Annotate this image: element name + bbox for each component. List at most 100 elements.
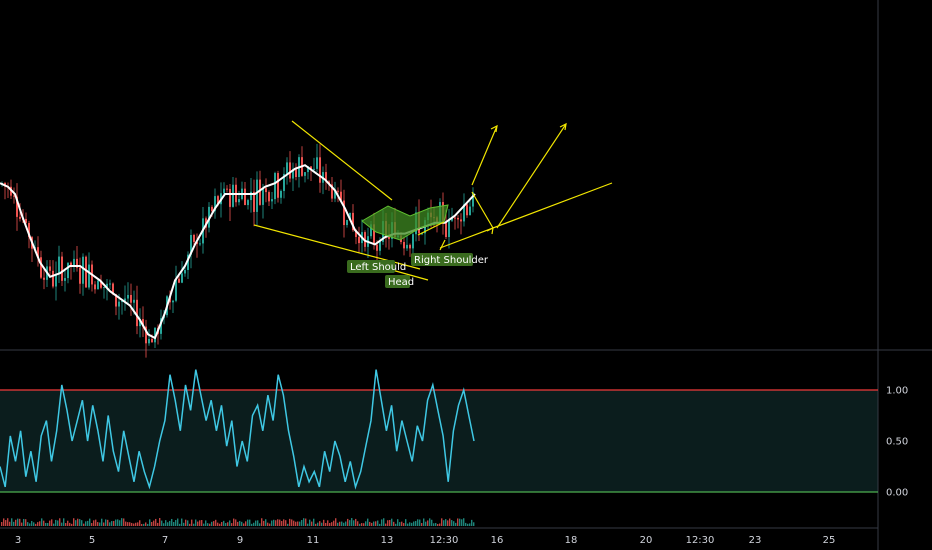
x-tick-label: 13 <box>381 535 394 546</box>
volume-bar <box>271 520 273 526</box>
volume-bar <box>309 519 311 526</box>
volume-bar <box>409 522 411 526</box>
candle-body <box>70 262 72 266</box>
volume-bar <box>423 518 425 526</box>
volume-bar <box>147 523 149 526</box>
candle-body <box>145 326 147 344</box>
candle-body <box>310 166 312 170</box>
candle-body <box>106 283 108 288</box>
volume-bar <box>411 522 413 526</box>
candle-body <box>421 233 423 235</box>
candle-body <box>448 220 450 238</box>
candle-body <box>73 258 75 266</box>
volume-bar <box>407 523 409 526</box>
candle-body <box>160 318 162 334</box>
candle-body <box>190 235 192 255</box>
volume-bar <box>417 519 419 526</box>
volume-bar <box>51 519 53 526</box>
annotation-badge <box>385 275 410 288</box>
volume-bar <box>93 520 95 526</box>
candle-body <box>406 244 408 249</box>
candle-body <box>247 200 249 206</box>
candle-body <box>223 188 225 194</box>
volume-bar <box>135 522 137 526</box>
candle-body <box>133 299 135 303</box>
volume-bar <box>117 519 119 526</box>
volume-bar <box>255 520 257 526</box>
volume-bar <box>349 520 351 526</box>
volume-bar <box>393 521 395 526</box>
volume-bar <box>61 522 63 526</box>
volume-bar <box>261 518 263 526</box>
volume-bar <box>439 523 441 526</box>
trendline[interactable] <box>496 123 567 229</box>
candle-body <box>40 257 42 278</box>
candle-body <box>94 284 96 290</box>
volume-bar <box>11 518 13 526</box>
volume-bar <box>169 520 171 526</box>
volume-bar <box>395 523 397 526</box>
volume-bar <box>1 522 3 526</box>
candle-body <box>16 196 18 217</box>
volume-bar <box>351 518 353 526</box>
candle-body <box>55 273 57 287</box>
volume-bar <box>209 523 211 526</box>
volume-bar <box>419 519 421 526</box>
candle-body <box>316 157 318 169</box>
candle-body <box>334 190 336 199</box>
volume-bar <box>219 523 221 526</box>
oscillator-band <box>0 390 878 492</box>
trendline[interactable] <box>439 182 613 249</box>
volume-bar <box>327 520 329 526</box>
x-tick-label: 11 <box>307 535 320 546</box>
volume-bar <box>77 518 79 526</box>
trendline[interactable] <box>471 191 494 229</box>
volume-bar <box>21 522 23 526</box>
volume-bar <box>289 518 291 526</box>
volume-bar <box>427 520 429 526</box>
volume-bar <box>361 523 363 526</box>
volume-bar <box>17 518 19 526</box>
volume-bar <box>43 520 45 526</box>
candle-body <box>445 221 447 238</box>
volume-bar <box>225 523 227 526</box>
volume-bar <box>323 519 325 526</box>
volume-bar <box>155 518 157 526</box>
trendline[interactable] <box>391 269 429 281</box>
volume-bar <box>365 521 367 526</box>
candle-body <box>256 179 258 212</box>
candle-body <box>454 217 456 219</box>
volume-bar <box>357 521 359 526</box>
trendline[interactable] <box>291 120 393 201</box>
volume-bar <box>369 521 371 526</box>
volume-bar <box>159 518 161 526</box>
volume-bar <box>83 523 85 526</box>
trendline[interactable] <box>439 239 446 251</box>
volume-bar <box>143 523 145 526</box>
candle-body <box>286 162 288 174</box>
volume-bar <box>217 522 219 526</box>
volume-bar <box>161 520 163 526</box>
volume-bar <box>37 522 39 526</box>
volume-bar <box>313 518 315 526</box>
volume-bar <box>315 523 317 526</box>
candle-body <box>139 319 141 327</box>
candle-body <box>262 188 264 205</box>
candle-body <box>376 244 378 251</box>
trendline[interactable] <box>471 125 498 186</box>
volume-bar <box>413 521 415 526</box>
volume-bar <box>243 523 245 526</box>
volume-bar <box>389 519 391 526</box>
volume-bar <box>263 520 265 526</box>
candle-body <box>112 283 114 295</box>
trendline[interactable] <box>417 221 445 236</box>
volume-bar <box>367 518 369 526</box>
volume-bar <box>303 518 305 526</box>
annotation-badge <box>347 260 395 273</box>
volume-bar <box>189 523 191 526</box>
volume-bar <box>353 520 355 526</box>
volume-bar <box>181 518 183 526</box>
volume-bar <box>377 520 379 526</box>
volume-bar <box>193 523 195 526</box>
